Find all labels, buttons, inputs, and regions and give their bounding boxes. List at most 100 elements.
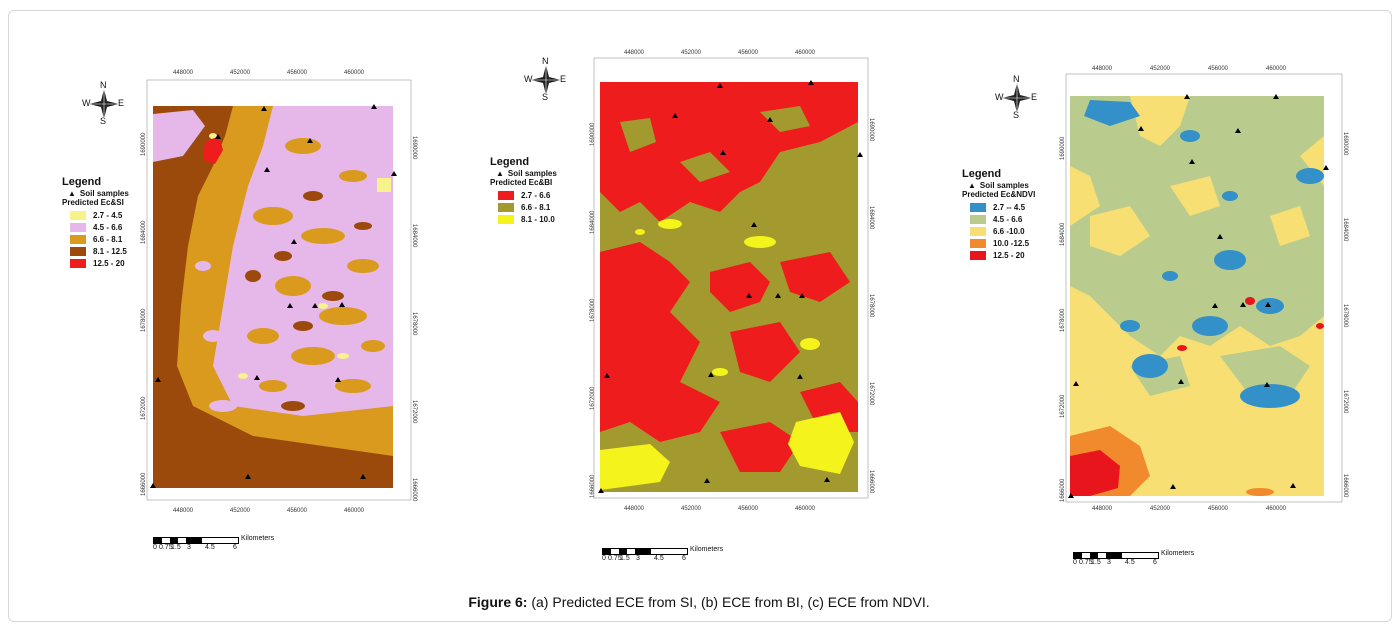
svg-text:1666000: 1666000 bbox=[590, 474, 596, 498]
soil-sample-points bbox=[598, 80, 863, 493]
x-tick-bottom: 456000 bbox=[287, 508, 308, 514]
legend-swatch bbox=[498, 214, 514, 224]
y-tick-right: 1690000 bbox=[411, 136, 417, 160]
svg-text:1678000: 1678000 bbox=[590, 298, 596, 322]
svg-text:460000: 460000 bbox=[795, 506, 816, 512]
legend-soil-samples: ▲ Soil samples bbox=[496, 169, 557, 178]
y-tick-left: 1666000 bbox=[141, 472, 147, 496]
legend-class-row: 6.6 - 8.1 bbox=[62, 233, 129, 245]
legend-swatch bbox=[70, 234, 86, 244]
svg-text:452000: 452000 bbox=[1150, 66, 1171, 72]
legend-class-label: 4.5 - 6.6 bbox=[993, 214, 1023, 224]
legend-class-row: 6.6 - 8.1 bbox=[490, 201, 557, 213]
legend-class-row: 2.7 - 4.5 bbox=[62, 209, 129, 221]
legend-class-label: 2.7 - 6.6 bbox=[521, 190, 551, 200]
x-tick-bottom: 460000 bbox=[344, 508, 365, 514]
svg-text:456000: 456000 bbox=[1208, 506, 1229, 512]
svg-text:1684000: 1684000 bbox=[868, 206, 874, 230]
svg-text:1684000: 1684000 bbox=[1060, 222, 1066, 246]
legend-class-row: 8.1 - 10.0 bbox=[490, 213, 557, 225]
scale-bar-b: Kilometers 0 0.75 1.5 3 4.5 6 bbox=[602, 546, 724, 562]
legend-classes-c: 2.7 -- 4.5 4.5 - 6.6 6.6 -10.0 10.0 -12.5 12… bbox=[962, 201, 1035, 261]
svg-text:1672000: 1672000 bbox=[1342, 390, 1348, 414]
svg-text:1678000: 1678000 bbox=[868, 294, 874, 318]
y-tick-left: 1678000 bbox=[141, 308, 147, 332]
x-tick-bottom: 452000 bbox=[230, 508, 251, 514]
y-tick-left: 1684000 bbox=[141, 220, 147, 244]
svg-text:1678000: 1678000 bbox=[1060, 308, 1066, 332]
legend-class-label: 10.0 -12.5 bbox=[993, 238, 1030, 248]
soil-sample-points bbox=[1068, 94, 1329, 498]
legend-swatch bbox=[970, 214, 986, 224]
legend-a: Legend ▲ Soil samples Predicted Ec&SI 2.7… bbox=[62, 176, 129, 269]
map-bi: 448000 452000 456000 460000 448000 45200… bbox=[590, 50, 874, 512]
legend-subtitle: Predicted Ec&SI bbox=[62, 198, 124, 207]
legend-classes-b: 2.7 - 6.6 6.6 - 8.1 8.1 - 10.0 bbox=[490, 189, 557, 225]
legend-swatch bbox=[970, 226, 986, 236]
svg-text:456000: 456000 bbox=[738, 50, 759, 56]
svg-text:448000: 448000 bbox=[624, 506, 645, 512]
legend-class-label: 8.1 - 12.5 bbox=[93, 246, 127, 256]
legend-title: Legend bbox=[490, 156, 530, 168]
legend-swatch bbox=[498, 190, 514, 200]
legend-swatch bbox=[70, 258, 86, 268]
legend-class-row: 10.0 -12.5 bbox=[962, 237, 1035, 249]
y-tick-right: 1678000 bbox=[411, 312, 417, 336]
legend-class-row: 12.5 - 20 bbox=[62, 257, 129, 269]
svg-text:1666000: 1666000 bbox=[1342, 474, 1348, 498]
soil-sample-points bbox=[150, 104, 397, 488]
legend-class-row: 6.6 -10.0 bbox=[962, 225, 1035, 237]
svg-text:456000: 456000 bbox=[1208, 66, 1229, 72]
legend-class-row: 4.5 - 6.6 bbox=[962, 213, 1035, 225]
x-tick-bottom: 448000 bbox=[173, 508, 194, 514]
svg-text:452000: 452000 bbox=[681, 50, 702, 56]
svg-text:448000: 448000 bbox=[1092, 66, 1113, 72]
svg-text:448000: 448000 bbox=[624, 50, 645, 56]
svg-text:1678000: 1678000 bbox=[1342, 304, 1348, 328]
svg-text:460000: 460000 bbox=[1266, 66, 1287, 72]
legend-class-label: 6.6 - 8.1 bbox=[521, 202, 551, 212]
legend-c: Legend ▲ Soil samples Predicted Ec&NDVI 2… bbox=[962, 168, 1035, 261]
x-tick-top: 456000 bbox=[287, 70, 308, 76]
svg-text:1684000: 1684000 bbox=[1342, 218, 1348, 242]
legend-class-label: 2.7 -- 4.5 bbox=[993, 202, 1026, 212]
scale-bar-a: Kilometers 0 0.75 1.5 3 4.5 6 bbox=[153, 535, 275, 551]
svg-text:460000: 460000 bbox=[1266, 506, 1287, 512]
legend-soil-samples: ▲ Soil samples bbox=[968, 181, 1029, 190]
legend-subtitle: Predicted Ec&BI bbox=[490, 178, 553, 187]
y-tick-right: 1666000 bbox=[411, 478, 417, 502]
svg-text:1690000: 1690000 bbox=[1060, 136, 1066, 160]
legend-classes-a: 2.7 - 4.5 4.5 - 6.6 6.6 - 8.1 8.1 - 12.5 12.… bbox=[62, 209, 129, 269]
legend-swatch bbox=[70, 246, 86, 256]
legend-class-label: 8.1 - 10.0 bbox=[521, 214, 555, 224]
legend-class-row: 2.7 - 6.6 bbox=[490, 189, 557, 201]
legend-title: Legend bbox=[62, 176, 102, 188]
svg-text:452000: 452000 bbox=[1150, 506, 1171, 512]
legend-swatch bbox=[970, 202, 986, 212]
map-si: 448000 452000 456000 460000 448000 45200… bbox=[141, 70, 417, 514]
legend-swatch bbox=[70, 222, 86, 232]
legend-b: Legend ▲ Soil samples Predicted Ec&BI 2.7… bbox=[490, 156, 557, 225]
svg-text:448000: 448000 bbox=[1092, 506, 1113, 512]
svg-text:1690000: 1690000 bbox=[590, 122, 596, 146]
legend-title: Legend bbox=[962, 168, 1002, 180]
svg-text:1690000: 1690000 bbox=[868, 118, 874, 142]
svg-text:1672000: 1672000 bbox=[1060, 394, 1066, 418]
legend-swatch bbox=[70, 210, 86, 220]
svg-text:1672000: 1672000 bbox=[868, 382, 874, 406]
legend-class-row: 2.7 -- 4.5 bbox=[962, 201, 1035, 213]
legend-class-row: 12.5 - 20 bbox=[962, 249, 1035, 261]
legend-soil-samples: ▲ Soil samples bbox=[68, 189, 129, 198]
figure-caption-text: (a) Predicted ECE from SI, (b) ECE from … bbox=[527, 594, 930, 610]
legend-swatch bbox=[970, 238, 986, 248]
svg-text:1666000: 1666000 bbox=[868, 470, 874, 494]
legend-class-label: 12.5 - 20 bbox=[993, 250, 1025, 260]
x-tick-top: 448000 bbox=[173, 70, 194, 76]
legend-class-label: 4.5 - 6.6 bbox=[93, 222, 123, 232]
x-tick-top: 452000 bbox=[230, 70, 251, 76]
legend-class-label: 2.7 - 4.5 bbox=[93, 210, 123, 220]
svg-text:1684000: 1684000 bbox=[590, 210, 596, 234]
